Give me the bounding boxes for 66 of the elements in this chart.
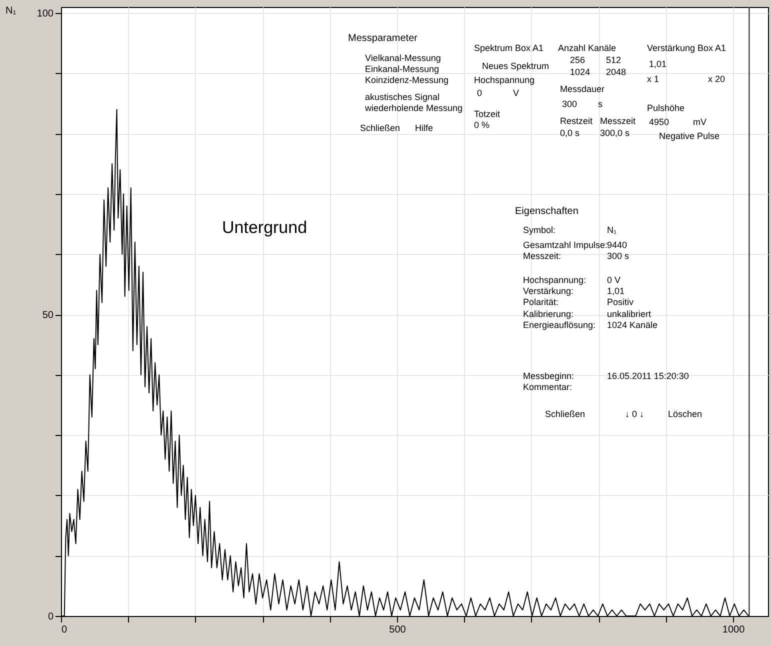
- y-tick-label: 0: [48, 612, 54, 622]
- annotation: Positiv: [607, 297, 634, 307]
- annotation: Hochspannung:: [523, 275, 586, 285]
- annotation: Anzahl Kanäle: [558, 43, 616, 53]
- annotation: Polarität:: [523, 297, 559, 307]
- annotation: x 20: [708, 74, 726, 84]
- annotation: Schließen: [360, 123, 400, 133]
- annotation: N₁: [607, 225, 617, 235]
- annotation: 2048: [606, 67, 626, 77]
- annotation: Kalibrierung:: [523, 309, 574, 319]
- y-axis-title: N₁: [6, 6, 17, 16]
- annotation: 512: [606, 55, 622, 65]
- annotation: Hochspannung: [474, 75, 535, 85]
- annotation: unkalibriert: [607, 309, 652, 319]
- annotation: s: [598, 99, 603, 109]
- annotation: 1,01: [649, 59, 667, 69]
- annotation: x 1: [647, 74, 660, 84]
- x-tick-label: 500: [389, 624, 406, 636]
- annotation: Kommentar:: [523, 382, 572, 392]
- annotation: 0 V: [607, 275, 621, 285]
- annotation: 1,01: [607, 286, 625, 296]
- annotation: Messzeit:: [523, 251, 562, 261]
- annotation: 300,0 s: [600, 128, 630, 138]
- annotation: wiederholende Messung: [364, 103, 463, 113]
- y-tick-label: 50: [42, 310, 54, 322]
- annotation: 16.05.2011 15:20:30: [607, 371, 689, 381]
- annotation: Schließen: [545, 409, 586, 419]
- annotation: Messparameter: [348, 33, 418, 44]
- annotation: Negative Pulse: [659, 131, 720, 141]
- annotation: Restzeit: [560, 116, 594, 126]
- annotation: 1024: [570, 67, 590, 77]
- annotation: Spektrum Box A1: [474, 43, 544, 53]
- annotation: Neues Spektrum: [482, 61, 550, 71]
- y-tick-label: 100: [36, 8, 54, 20]
- annotation: 300 s: [607, 251, 630, 261]
- annotation: 9440: [607, 240, 628, 250]
- annotation: Gesamtzahl Impulse:: [523, 240, 608, 250]
- annotation: Koinzidenz-Messung: [365, 75, 449, 85]
- annotation: Totzeit: [474, 109, 501, 119]
- annotation: akustisches Signal: [365, 92, 440, 102]
- annotation: Energieauflösung:: [523, 320, 596, 330]
- annotation: Löschen: [668, 409, 702, 419]
- annotation: 0 %: [474, 120, 490, 130]
- annotation: Vielkanal-Messung: [365, 53, 441, 63]
- annotation: 0: [477, 88, 482, 98]
- annotation: 4950: [649, 117, 670, 127]
- annotation: Untergrund: [222, 218, 308, 237]
- x-tick-label: 0: [62, 624, 68, 636]
- annotation: Verstärkung:: [523, 286, 574, 296]
- annotation: 0,0 s: [560, 128, 580, 138]
- annotation: Messzeit: [600, 116, 636, 126]
- annotation: Verstärkung Box A1: [647, 43, 726, 53]
- x-tick-label: 1000: [722, 624, 746, 636]
- annotation: Hilfe: [415, 123, 434, 133]
- annotation: Symbol:: [523, 225, 556, 235]
- annotation: Einkanal-Messung: [365, 64, 440, 74]
- annotation: Pulshöhe: [647, 103, 685, 113]
- annotation: 300: [562, 99, 578, 109]
- annotation: 1024 Kanäle: [607, 320, 658, 330]
- annotation: ↓ 0 ↓: [625, 409, 644, 419]
- annotation: Eigenschaften: [515, 206, 578, 217]
- annotation: mV: [693, 117, 706, 127]
- annotation: V: [513, 88, 520, 98]
- annotation: Messbeginn:: [523, 371, 574, 381]
- annotation: Messdauer: [560, 84, 605, 94]
- annotation: 256: [570, 55, 586, 65]
